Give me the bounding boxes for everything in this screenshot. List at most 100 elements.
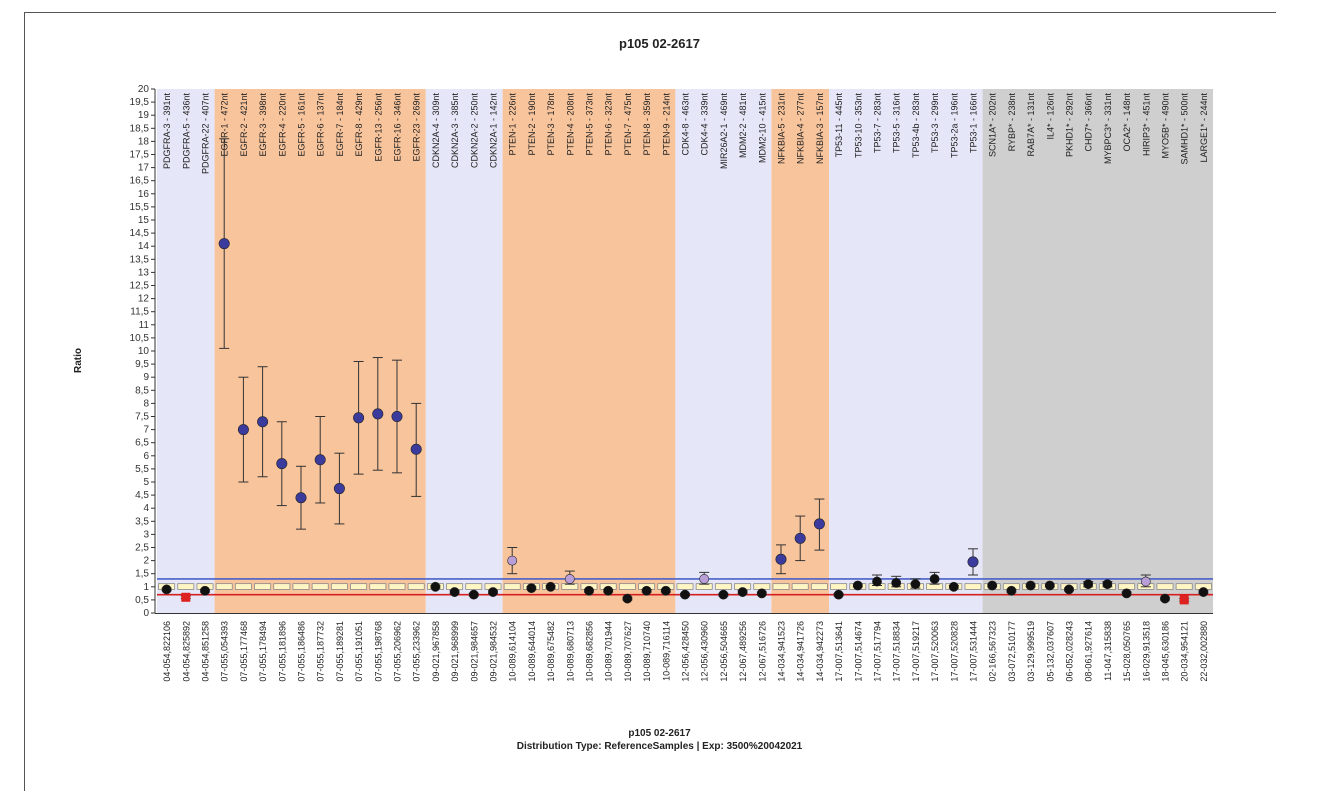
data-point bbox=[794, 532, 806, 544]
x-tick-label: 04-054,851258 bbox=[201, 621, 211, 682]
y-tick-label: 12 bbox=[138, 294, 150, 305]
probe-label: NFKBIA-4 - 277nt bbox=[796, 93, 806, 165]
x-tick-label: 05-132,037607 bbox=[1045, 621, 1055, 682]
x-tick-label: 06-052,028243 bbox=[1065, 621, 1075, 682]
data-point bbox=[641, 585, 652, 596]
reference-box bbox=[311, 583, 329, 590]
x-tick-label: 14-034,941523 bbox=[777, 621, 787, 682]
x-tick-label: 02-166,567323 bbox=[988, 621, 998, 682]
probe-label: OCA2* - 148nt bbox=[1122, 93, 1132, 152]
x-tick-label: 22-032,002880 bbox=[1199, 621, 1209, 682]
data-point bbox=[488, 587, 498, 597]
data-point bbox=[1140, 576, 1151, 587]
y-tick-label: 18 bbox=[138, 136, 150, 147]
x-tick-label: 04-054,822106 bbox=[162, 621, 172, 682]
x-tick-label: 17-007,513641 bbox=[834, 621, 844, 682]
probe-label: EGFR-4 - 220nt bbox=[277, 93, 287, 157]
data-point bbox=[852, 580, 863, 591]
probe-label: EGFR-7 - 184nt bbox=[335, 93, 345, 157]
x-tick-label: 07-055,178494 bbox=[258, 621, 268, 682]
x-tick-label: 04-054,825892 bbox=[181, 621, 191, 682]
data-point bbox=[1006, 585, 1017, 596]
data-point bbox=[468, 589, 479, 600]
x-tick-label: 10-089,682856 bbox=[585, 621, 595, 682]
y-tick-label: 14 bbox=[138, 241, 150, 252]
probe-label: IL4* - 126nt bbox=[1045, 93, 1055, 140]
x-tick-label: 07-055,191051 bbox=[354, 621, 364, 682]
reference-box bbox=[388, 583, 406, 590]
data-point bbox=[910, 579, 921, 590]
probe-label: PTEN-9 - 214nt bbox=[661, 93, 671, 156]
probe-label: EGFR-5 - 161nt bbox=[297, 93, 307, 157]
y-tick-label: 0 bbox=[143, 608, 149, 619]
x-tick-label: 10-089,675482 bbox=[546, 621, 556, 682]
reference-box bbox=[330, 583, 348, 590]
reference-box bbox=[369, 583, 387, 590]
y-tick-label: 15 bbox=[138, 215, 150, 226]
y-tick-label: 16,5 bbox=[130, 176, 150, 187]
x-tick-label: 10-089,614104 bbox=[508, 621, 518, 682]
data-point bbox=[1064, 584, 1074, 595]
x-tick-label: 03-129,999519 bbox=[1026, 621, 1036, 682]
data-point bbox=[1121, 588, 1132, 599]
x-tick-label: 03-072,510177 bbox=[1007, 621, 1017, 682]
data-point bbox=[391, 410, 403, 422]
data-point bbox=[987, 580, 998, 591]
probe-label: MDM2-10 - 415nt bbox=[757, 93, 767, 164]
data-point bbox=[545, 581, 556, 592]
chart-title: p105 02-2617 bbox=[619, 36, 700, 51]
x-tick-label: 10-089,680713 bbox=[565, 621, 575, 682]
y-tick-label: 6,5 bbox=[135, 438, 149, 449]
y-tick-label: 19 bbox=[138, 110, 150, 121]
y-tick-label: 8,5 bbox=[135, 385, 149, 396]
probe-label: EGFR-6 - 137nt bbox=[316, 93, 326, 157]
data-point bbox=[699, 574, 710, 584]
data-point bbox=[526, 583, 537, 594]
probe-label: CDK4-4 - 339nt bbox=[700, 93, 710, 156]
probe-label: TP53-4b - 283nt bbox=[911, 93, 921, 159]
data-point bbox=[872, 576, 882, 587]
y-tick-label: 2 bbox=[143, 556, 149, 567]
data-point bbox=[584, 585, 594, 596]
x-tick-label: 07-055,181896 bbox=[277, 621, 287, 682]
data-point bbox=[737, 587, 748, 597]
probe-label: RYBP* - 238nt bbox=[1007, 93, 1017, 152]
data-point bbox=[333, 483, 345, 495]
y-tick-label: 5 bbox=[143, 477, 149, 488]
x-tick-label: 17-007,514674 bbox=[853, 621, 863, 682]
x-tick-label: 09-021,968999 bbox=[450, 621, 460, 682]
data-point bbox=[1025, 580, 1036, 591]
y-tick-label: 0,5 bbox=[135, 595, 149, 606]
x-tick-label: 07-055,198768 bbox=[373, 621, 383, 682]
probe-label: EGFR-1 - 472nt bbox=[220, 93, 230, 157]
data-point bbox=[967, 556, 979, 568]
probe-label: TP53-2a - 196nt bbox=[949, 93, 959, 159]
probe-label: TP53-10 - 353nt bbox=[853, 93, 863, 159]
group-band-1 bbox=[157, 89, 215, 613]
data-point bbox=[1160, 593, 1170, 604]
group-band-3 bbox=[425, 89, 503, 613]
y-tick-label: 19,5 bbox=[130, 97, 150, 108]
y-tick-label: 3 bbox=[143, 529, 149, 540]
data-point bbox=[660, 585, 671, 596]
y-tick-label: 17,5 bbox=[130, 150, 150, 161]
x-tick-label: 20-034,954121 bbox=[1180, 621, 1190, 682]
y-tick-label: 4 bbox=[143, 503, 149, 514]
probe-label: LARGE1* - 244nt bbox=[1199, 93, 1209, 163]
probe-label: MIR26A2-1 - 469nt bbox=[719, 93, 729, 170]
reference-box bbox=[810, 583, 828, 590]
x-tick-label: 07-055,187732 bbox=[316, 621, 326, 682]
x-tick-label: 09-021,984657 bbox=[469, 621, 479, 682]
reference-box bbox=[1156, 583, 1174, 590]
group-band-2 bbox=[214, 89, 426, 613]
reference-box bbox=[714, 583, 732, 590]
x-tick-label: 07-055,206962 bbox=[393, 621, 403, 682]
y-tick-label: 20 bbox=[138, 84, 150, 95]
data-point bbox=[218, 238, 230, 250]
x-tick-label: 12-056,430960 bbox=[700, 621, 710, 682]
reference-box bbox=[772, 583, 790, 590]
y-tick-label: 13,5 bbox=[130, 254, 150, 265]
data-point bbox=[1044, 580, 1055, 591]
x-caption-sample: p105 02-2617 bbox=[628, 728, 691, 739]
probe-label: PTEN-3 - 178nt bbox=[546, 93, 556, 156]
